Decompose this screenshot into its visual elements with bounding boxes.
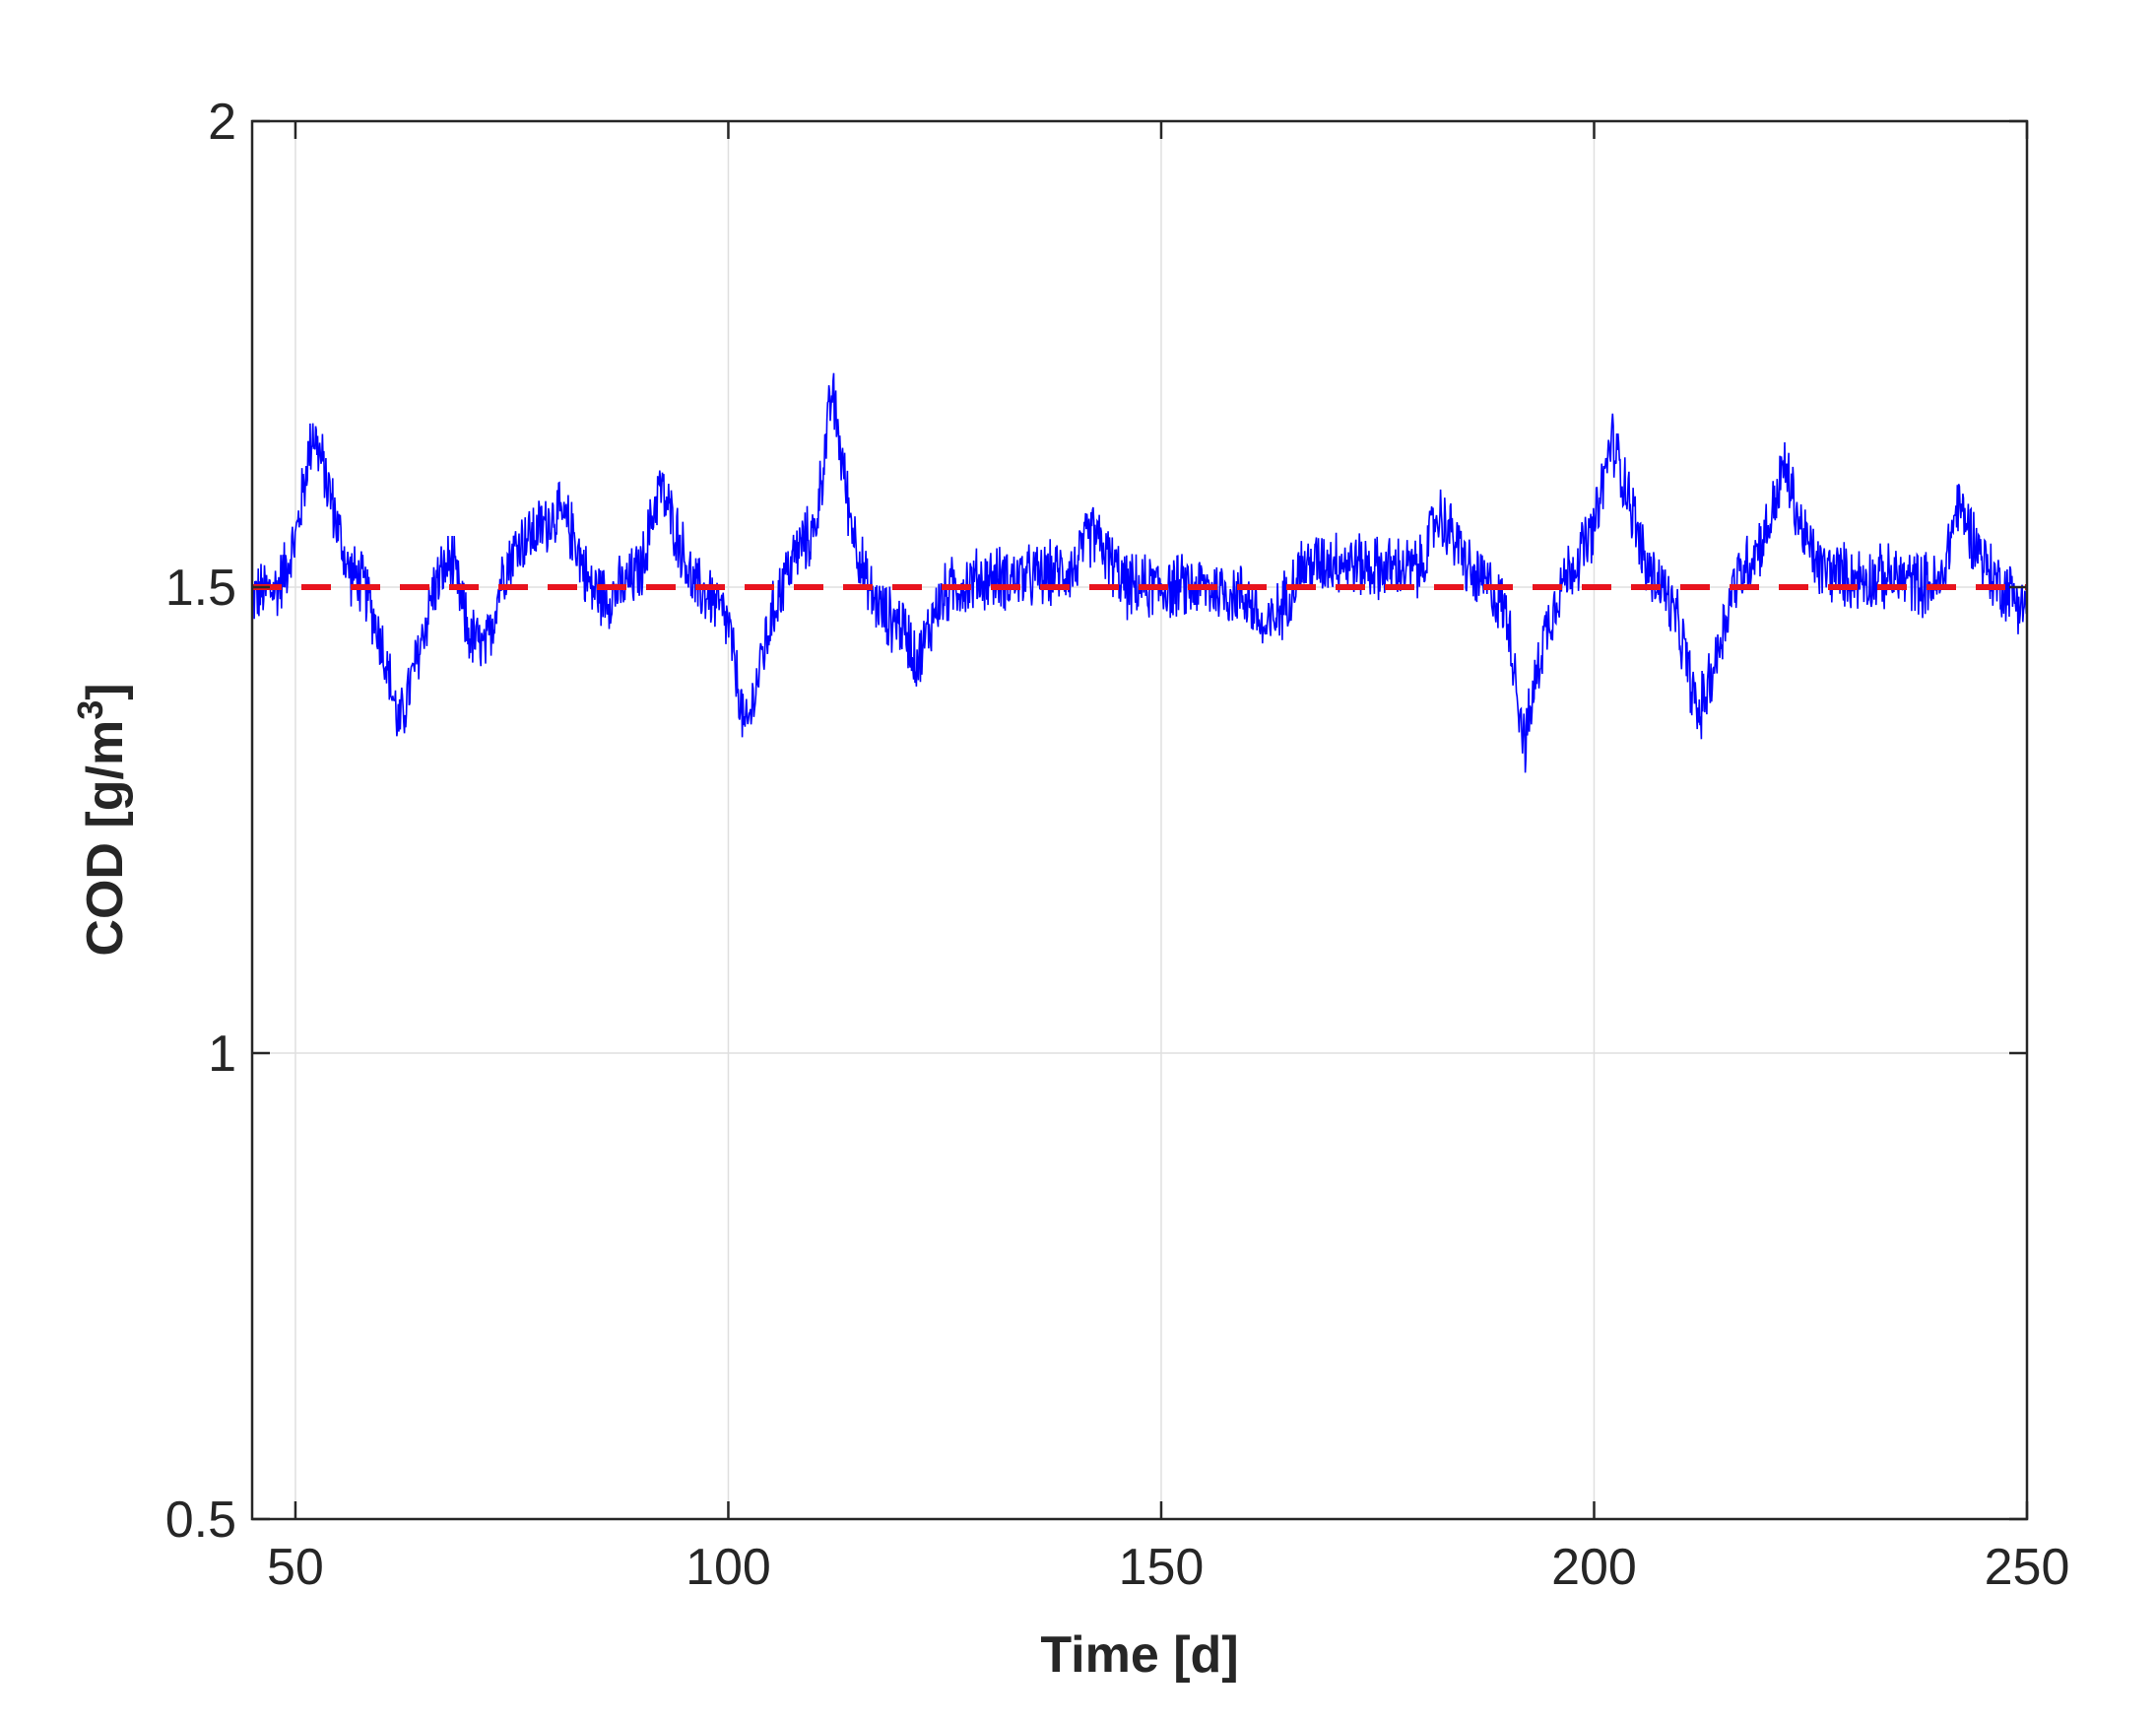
y-tick-label: 1 xyxy=(208,1026,236,1083)
y-tick-label: 1.5 xyxy=(165,560,236,617)
x-tick-label: 150 xyxy=(1119,1539,1205,1596)
plot-frame xyxy=(250,119,2029,1521)
y-axis-label-main: COD [g/m xyxy=(77,720,134,957)
plot-area xyxy=(252,121,2027,1519)
tick-labels: 50 100 150 200 250 0.5 1 1.5 2 xyxy=(165,94,2070,1596)
x-tick-label: 200 xyxy=(1551,1539,1637,1596)
y-axis-label: COD [g/m3] xyxy=(70,683,134,956)
x-tick-label: 250 xyxy=(1985,1539,2070,1596)
series-layer xyxy=(252,372,2027,773)
y-axis-label-end: ] xyxy=(77,683,134,699)
y-axis-label-superscript: 3 xyxy=(70,700,110,720)
x-tick-label: 100 xyxy=(686,1539,771,1596)
ticks xyxy=(252,119,2029,1521)
cod-series-line xyxy=(252,372,2027,773)
y-tick-label: 0.5 xyxy=(165,1491,236,1549)
x-tick-label: 50 xyxy=(267,1539,324,1596)
y-tick-label: 2 xyxy=(208,94,236,151)
x-axis-label: Time [d] xyxy=(1040,1626,1238,1684)
